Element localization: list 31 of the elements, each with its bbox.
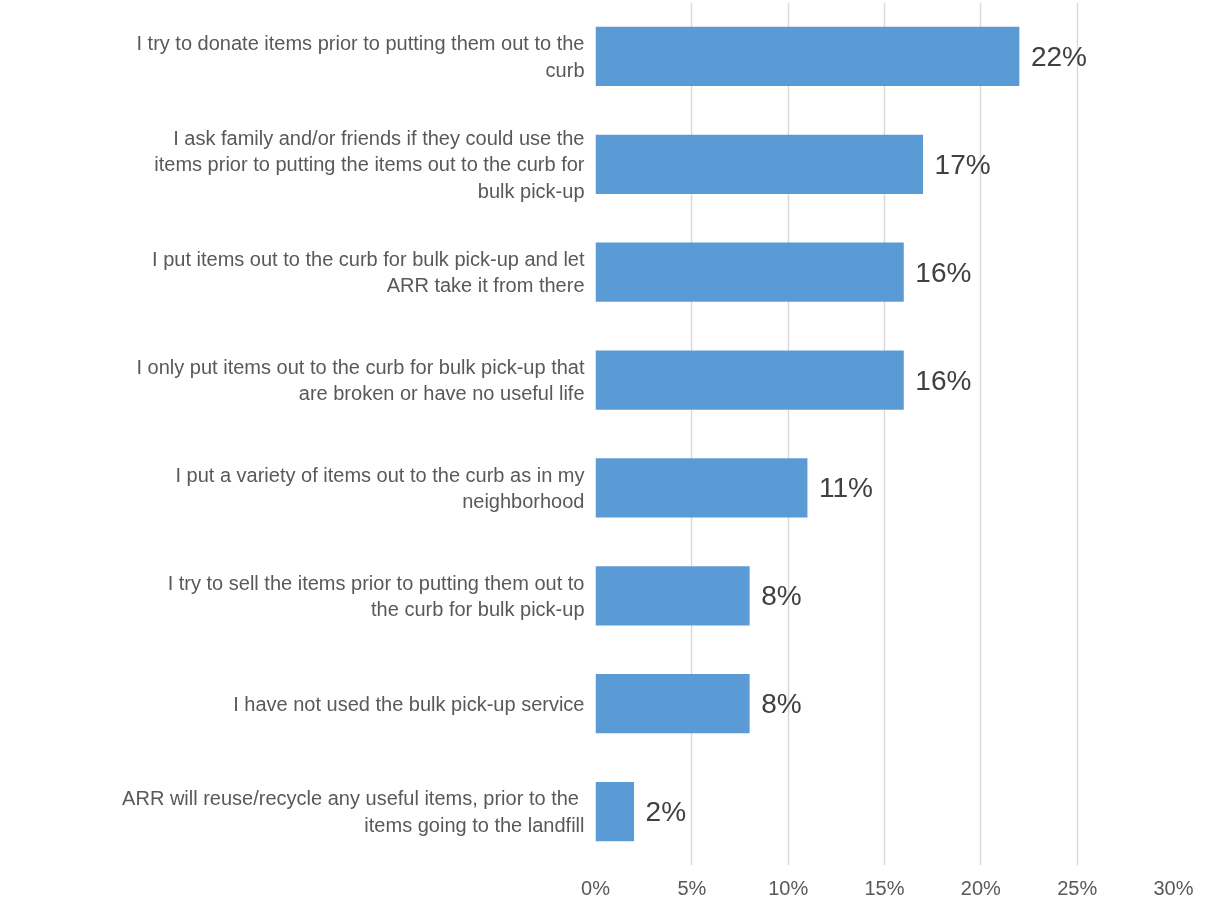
bar: [595, 674, 750, 734]
data-label: 2%: [645, 796, 687, 828]
x-tick-label: 15%: [864, 876, 905, 899]
data-label: 8%: [761, 688, 802, 720]
data-label: 11%: [818, 472, 873, 504]
x-tick-label: 0%: [581, 876, 611, 899]
y-tick-label: I try to sell the items prior to putting them out to the curb for bulk pick-up: [167, 571, 585, 621]
bar: [595, 242, 904, 302]
bar: [595, 350, 904, 410]
y-tick-label: I only put items out to the curb for bulk pick-up that are broken or have no useful life: [136, 355, 585, 405]
data-label: 8%: [761, 580, 802, 612]
y-tick-label: I put a variety of items out to the curb as in my neighborhood: [175, 463, 585, 513]
x-tick-label: 25%: [1057, 876, 1098, 899]
data-label: 16%: [915, 256, 972, 288]
y-tick-label: ARR will reuse/recycle any useful items, prior to the items going to the landfill: [122, 787, 585, 836]
y-tick-label: I put items out to the curb for bulk pick-up and let ARR take it from there: [152, 247, 585, 297]
data-label: 22%: [1030, 40, 1087, 72]
y-tick-label: I ask family and/or friends if they could use the items prior to putting the items out to the curb for bulk pick-up: [154, 126, 585, 202]
bar: [595, 566, 750, 626]
x-tick-label: 10%: [768, 876, 809, 899]
bar: [595, 26, 1020, 87]
bar: [595, 458, 808, 518]
x-tick-label: 20%: [960, 876, 1002, 899]
x-tick-label: 30%: [1153, 876, 1194, 899]
data-label: 16%: [915, 364, 972, 396]
bar: [595, 781, 635, 842]
y-tick-label: I try to donate items prior to putting them out to the curb: [136, 32, 585, 81]
bar: [595, 134, 924, 194]
x-tick-label: 5%: [677, 876, 707, 899]
data-label: 17%: [934, 148, 991, 180]
y-tick-label: I have not used the bulk pick-up service: [233, 692, 585, 715]
